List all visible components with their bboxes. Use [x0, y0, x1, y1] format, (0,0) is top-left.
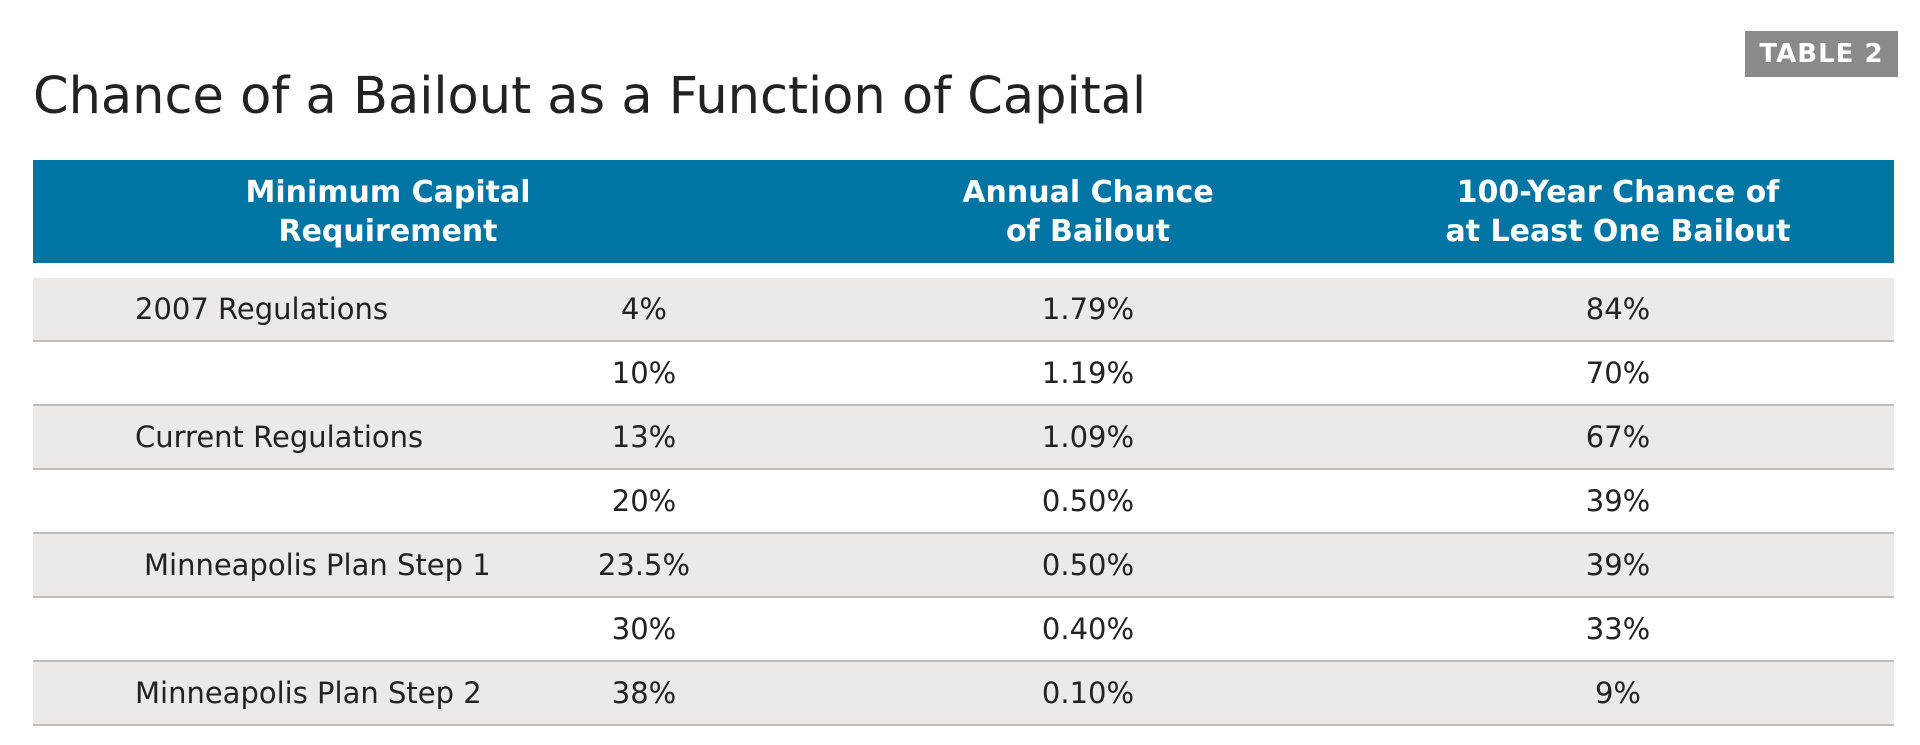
- hundred-year-chance-value: 67%: [1585, 420, 1651, 454]
- header-minimum-capital-requirement: Minimum Capital Requirement: [245, 174, 531, 249]
- hundred-year-chance-value: 33%: [1585, 612, 1651, 646]
- table-body: 2007 Regulations 4% 1.79% 84% 10% 1.19% …: [33, 278, 1894, 726]
- table-row: 20% 0.50% 39%: [33, 470, 1894, 534]
- row-label: 2007 Regulations: [135, 292, 388, 326]
- table-row: Minneapolis Plan Step 1 23.5% 0.50% 39%: [33, 534, 1894, 598]
- row-label: Minneapolis Plan Step 1: [144, 548, 491, 582]
- capital-requirement-value: 23.5%: [597, 548, 691, 582]
- capital-requirement-value: 38%: [611, 676, 677, 710]
- hundred-year-chance-value: 70%: [1585, 356, 1651, 390]
- header-annual-chance: Annual Chance of Bailout: [962, 174, 1214, 249]
- table-row: Minneapolis Plan Step 2 38% 0.10% 9%: [33, 662, 1894, 726]
- annual-chance-value: 1.19%: [1041, 356, 1135, 390]
- table-header-row: Minimum Capital Requirement Annual Chanc…: [33, 160, 1894, 263]
- table-row: 2007 Regulations 4% 1.79% 84%: [33, 278, 1894, 342]
- hundred-year-chance-value: 39%: [1585, 484, 1651, 518]
- table-row: 30% 0.40% 33%: [33, 598, 1894, 662]
- annual-chance-value: 0.40%: [1041, 612, 1135, 646]
- row-label: Current Regulations: [135, 420, 424, 454]
- table-row: Current Regulations 13% 1.09% 67%: [33, 406, 1894, 470]
- row-label: Minneapolis Plan Step 2: [135, 676, 482, 710]
- table-number-badge: TABLE 2: [1745, 31, 1898, 77]
- capital-requirement-value: 10%: [611, 356, 677, 390]
- hundred-year-chance-value: 84%: [1585, 292, 1651, 326]
- table-title: Chance of a Bailout as a Function of Cap…: [33, 67, 1147, 126]
- annual-chance-value: 1.09%: [1041, 420, 1135, 454]
- hundred-year-chance-value: 39%: [1585, 548, 1651, 582]
- capital-requirement-value: 20%: [611, 484, 677, 518]
- bailout-table: Minimum Capital Requirement Annual Chanc…: [33, 160, 1894, 726]
- hundred-year-chance-value: 9%: [1594, 676, 1641, 710]
- header-100-year-chance: 100-Year Chance of at Least One Bailout: [1445, 174, 1791, 249]
- table-row: 10% 1.19% 70%: [33, 342, 1894, 406]
- annual-chance-value: 1.79%: [1041, 292, 1135, 326]
- capital-requirement-value: 4%: [620, 292, 667, 326]
- capital-requirement-value: 13%: [611, 420, 677, 454]
- capital-requirement-value: 30%: [611, 612, 677, 646]
- annual-chance-value: 0.10%: [1041, 676, 1135, 710]
- annual-chance-value: 0.50%: [1041, 484, 1135, 518]
- annual-chance-value: 0.50%: [1041, 548, 1135, 582]
